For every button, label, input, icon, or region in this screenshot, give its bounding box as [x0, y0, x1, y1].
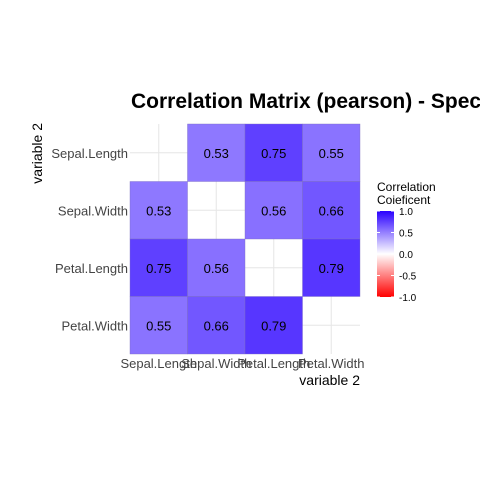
cell-value-label: 0.55 — [146, 318, 171, 333]
legend-tick-label: -0.5 — [399, 272, 417, 283]
x-tick-label: Sepal.Length — [120, 356, 197, 371]
cell-labels: 0.53 0.75 0.55 0.53 0.56 0.66 0.75 0.56 0.79 0.55… — [146, 146, 344, 334]
legend-tick-label: 1.0 — [399, 207, 413, 218]
y-tick-label: Sepal.Width — [58, 203, 128, 218]
cell-value-label: 0.55 — [319, 146, 344, 161]
heatmap-cell — [244, 296, 303, 355]
x-tick-label: Sepal.Width — [181, 356, 251, 371]
heatmap-cell — [302, 238, 361, 297]
legend-title: Coieficent — [377, 193, 431, 207]
cell-value-label: 0.75 — [146, 261, 171, 276]
x-tick-label: Petal.Length — [237, 356, 310, 371]
heatmap-cells — [129, 123, 361, 355]
heatmap-cell — [187, 123, 246, 182]
cell-value-label: 0.56 — [261, 203, 286, 218]
legend-title: Correlation — [377, 180, 436, 194]
cell-value-label: 0.79 — [319, 261, 344, 276]
heatmap-cell — [187, 238, 246, 297]
cell-value-label: 0.53 — [204, 146, 229, 161]
legend-color-bar — [377, 211, 394, 297]
y-tick-label: Petal.Length — [55, 261, 128, 276]
legend-tick-label: 0.5 — [399, 229, 413, 240]
cell-value-label: 0.79 — [261, 318, 286, 333]
x-axis-title: variable 2 — [299, 372, 360, 388]
legend-tick-label: 0.0 — [399, 250, 413, 261]
legend-tick-label: -1.0 — [399, 293, 417, 304]
chart-title: Correlation Matrix (pearson) - Species — [131, 90, 480, 113]
heatmap-cell — [244, 123, 303, 182]
cell-value-label: 0.66 — [319, 203, 344, 218]
cell-value-label: 0.66 — [204, 318, 229, 333]
heatmap-cell — [187, 296, 246, 355]
cell-value-label: 0.75 — [261, 146, 286, 161]
y-axis-title: variable 2 — [29, 123, 45, 184]
heatmap-cell — [302, 123, 361, 182]
y-tick-label: Petal.Width — [62, 318, 128, 333]
y-tick-label: Sepal.Length — [51, 146, 128, 161]
heatmap-cell — [129, 181, 188, 240]
x-tick-label: Petal.Width — [298, 356, 364, 371]
axes: Sepal.LengthSepal.WidthPetal.LengthPetal… — [51, 146, 364, 371]
heatmap-cell — [129, 238, 188, 297]
cell-value-label: 0.53 — [146, 203, 171, 218]
heatmap-cell — [302, 181, 361, 240]
cell-value-label: 0.56 — [204, 261, 229, 276]
